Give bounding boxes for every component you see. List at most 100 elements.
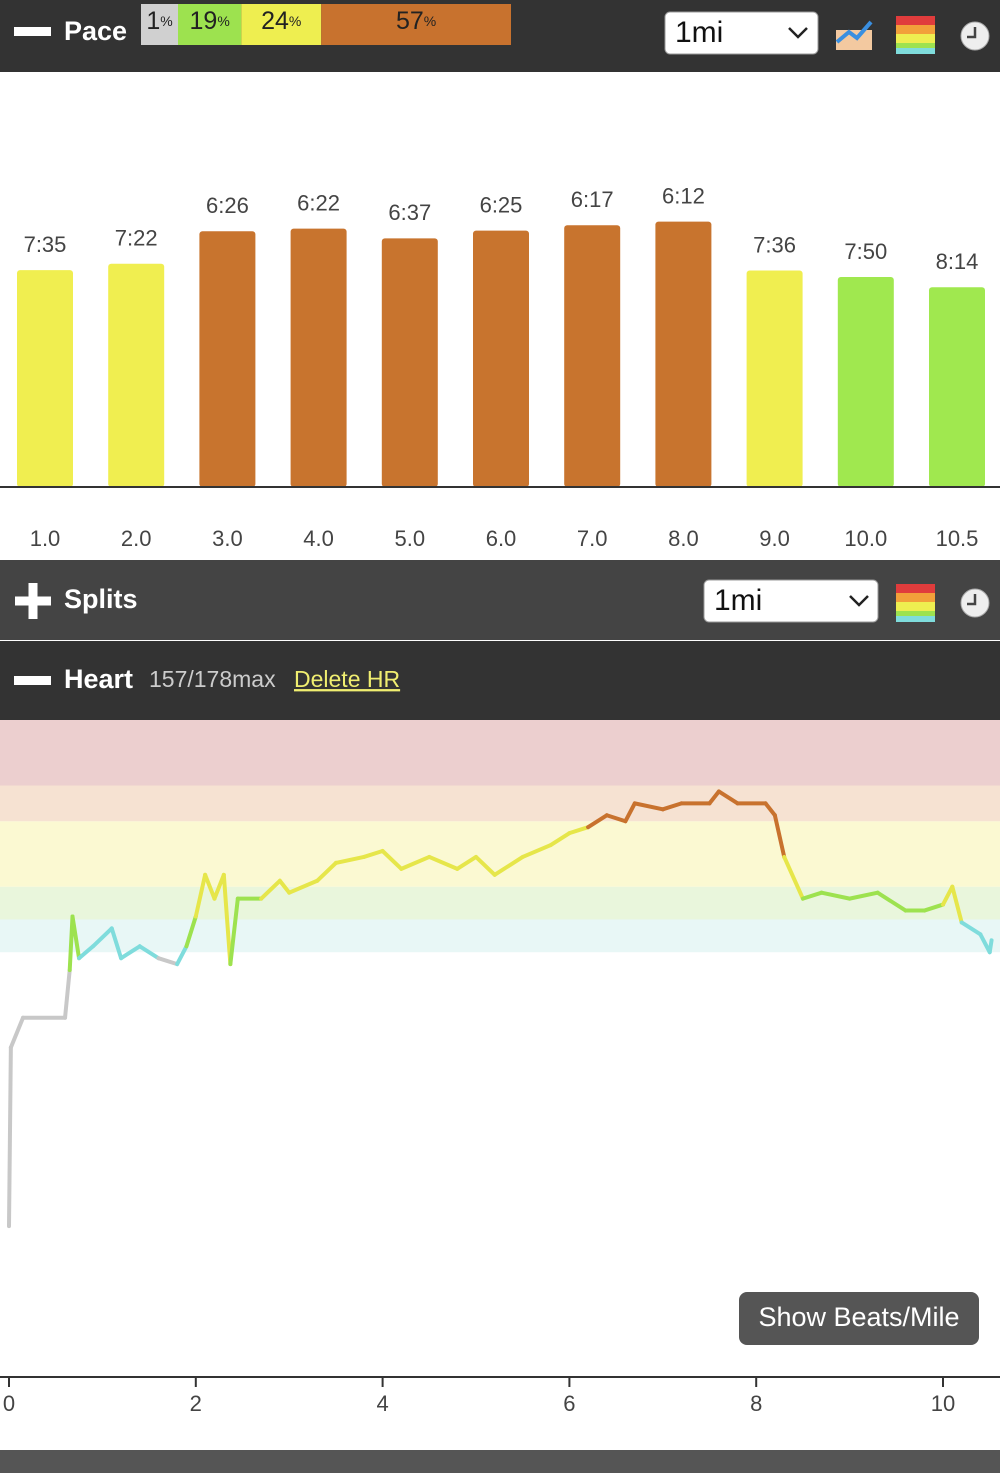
hr-zone-band <box>0 886 1000 920</box>
hr-segment <box>941 884 955 907</box>
hr-segment <box>520 843 553 859</box>
clock-icon[interactable] <box>960 588 990 618</box>
hr-segment <box>184 914 198 949</box>
hr-segment <box>819 890 852 901</box>
zone-value: 57 <box>396 7 424 35</box>
x-tick-label: 7.0 <box>577 526 608 551</box>
hr-segment <box>716 789 740 806</box>
zone-segment <box>141 4 178 45</box>
hr-segment <box>203 872 217 901</box>
select-text: 1mi <box>714 584 762 617</box>
hr-segment <box>361 849 385 859</box>
distance-select[interactable] <box>703 579 879 623</box>
pace-label: 6:17 <box>571 187 614 212</box>
x-tick-label: 10.0 <box>844 526 887 551</box>
hr-segment <box>604 813 628 824</box>
heart-chart: 0 2 4 6 8 10 <box>0 720 1000 1416</box>
hr-segment <box>63 968 72 1020</box>
hr-segment <box>77 944 96 961</box>
pace-chart: 7:35 1.0 7:22 2.0 6:26 3.0 6:22 4.0 6:37 5.0 6:25 6… <box>17 183 985 551</box>
zone-segment <box>178 4 242 45</box>
collapse-icon[interactable] <box>14 676 51 685</box>
pace-bar <box>564 225 621 487</box>
x-tick-label: 0 <box>3 1391 15 1416</box>
zone-unit: % <box>289 13 301 29</box>
zone-unit: % <box>217 13 229 29</box>
hr-segment <box>156 956 180 967</box>
hr-zone-band <box>0 785 1000 822</box>
pace-label: 6:12 <box>662 183 705 208</box>
x-tick-label: 2 <box>190 1391 202 1416</box>
zone-value: 24 <box>261 7 289 35</box>
pace-bar <box>17 270 73 487</box>
pace-label: 6:25 <box>480 192 523 217</box>
splits-title: Splits <box>64 584 138 614</box>
hr-segment <box>137 944 161 961</box>
x-tick-label: 2.0 <box>121 526 152 551</box>
show-beats-button[interactable]: Show Beats/Mile <box>739 1292 979 1345</box>
x-tick-label: 1.0 <box>30 526 61 551</box>
clock-icon[interactable] <box>960 21 990 51</box>
chevron <box>788 27 808 39</box>
zone-label: 1% <box>146 7 172 35</box>
pace-bar <box>473 230 529 488</box>
hr-segment <box>228 896 240 967</box>
select-text: 1mi <box>675 16 723 49</box>
rainbow-icon[interactable] <box>896 16 935 54</box>
hr-segment <box>315 860 338 883</box>
rainbow-icon[interactable] <box>896 584 935 622</box>
hr-segment <box>632 801 665 812</box>
delete-hr-link[interactable]: Delete HR <box>294 666 400 692</box>
hr-segment <box>287 878 320 895</box>
x-tick-label: 9.0 <box>759 526 790 551</box>
x-tick-label: 4 <box>376 1391 388 1416</box>
pace-bar <box>290 228 347 487</box>
hr-segment <box>399 854 432 871</box>
pace-label: 6:22 <box>297 190 340 215</box>
hr-segment <box>800 890 824 901</box>
pace-bar <box>837 277 894 487</box>
hr-segment <box>175 944 189 967</box>
hr-segment <box>455 854 478 871</box>
hr-zone-band <box>0 821 1000 887</box>
x-tick-label: 6.0 <box>486 526 517 551</box>
hr-segment <box>586 813 609 830</box>
zone-segment <box>321 4 511 45</box>
expand-icon[interactable] <box>15 583 51 619</box>
zone-unit: % <box>424 13 436 29</box>
zone-label: 19% <box>190 7 230 35</box>
footer-bar <box>0 1450 1000 1473</box>
pace-bar <box>108 263 165 487</box>
x-tick-label: 10.5 <box>936 526 979 551</box>
button-text[interactable]: Show Beats/Mile <box>758 1302 959 1332</box>
hr-segment <box>193 872 208 919</box>
distance-select[interactable] <box>664 11 819 55</box>
hr-segment <box>91 926 114 949</box>
hr-segment <box>427 854 460 871</box>
collapse-icon[interactable] <box>14 27 51 36</box>
zone-unit: % <box>160 13 172 29</box>
x-tick-label: 10 <box>931 1391 955 1416</box>
hr-segment <box>259 878 282 901</box>
hr-segment <box>660 801 684 812</box>
hr-segment <box>474 854 497 877</box>
hr-segment <box>7 1045 13 1229</box>
zone-label: 24% <box>261 7 301 35</box>
hr-segment <box>221 872 233 967</box>
hr-segment <box>847 890 880 901</box>
chart-icon[interactable] <box>835 20 873 50</box>
hr-segment <box>782 854 805 901</box>
pace-label: 6:26 <box>206 193 249 218</box>
pace-label: 7:22 <box>115 226 158 251</box>
hr-segment <box>875 890 908 913</box>
pace-label: 7:35 <box>24 232 67 257</box>
pace-bar <box>746 270 803 487</box>
pace-bar <box>929 287 985 487</box>
pace-label: 7:50 <box>844 239 887 264</box>
hr-segment <box>567 825 591 836</box>
pace-label: 6:37 <box>388 200 431 225</box>
hr-segment <box>623 801 637 824</box>
x-tick-label: 8.0 <box>668 526 699 551</box>
zone-value: 1 <box>146 7 160 35</box>
